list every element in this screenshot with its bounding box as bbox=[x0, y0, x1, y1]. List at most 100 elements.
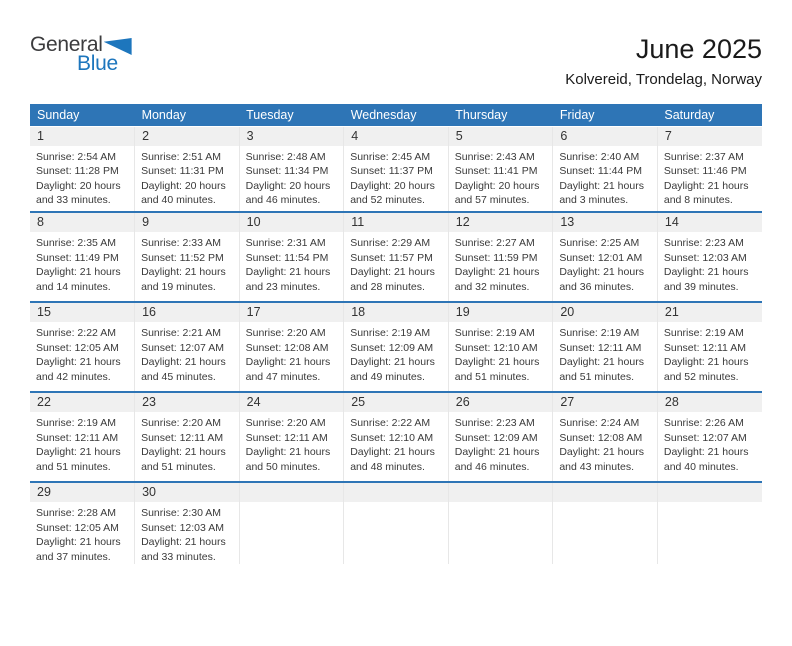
day-cell-15: 15 Sunrise: 2:22 AM Sunset: 12:05 AM Daylig… bbox=[30, 301, 135, 392]
empty-day-cell bbox=[656, 481, 762, 564]
sunset-text: Sunset: 12:05 AM bbox=[36, 521, 119, 534]
sunset-text: Sunset: 11:37 PM bbox=[350, 165, 433, 177]
weekday-header-wednesday: Wednesday bbox=[343, 104, 449, 127]
empty-day-cell bbox=[447, 481, 553, 564]
day-details: Sunrise: 2:19 AM Sunset: 12:11 AM Daylight… bbox=[30, 412, 134, 474]
empty-day-cell bbox=[238, 481, 344, 564]
day-details: Sunrise: 2:21 AM Sunset: 12:07 AM Daylight… bbox=[135, 322, 239, 384]
sunrise-text: Sunrise: 2:43 AM bbox=[454, 150, 535, 163]
day-cell-19: 19 Sunrise: 2:19 AM Sunset: 12:10 AM Daylig… bbox=[447, 301, 553, 392]
day-cell-7: 7 Sunrise: 2:37 AM Sunset: 11:46 PM Dayligh… bbox=[656, 126, 762, 212]
daylight-text: Daylight: 21 hours and 47 minutes. bbox=[245, 356, 331, 383]
daylight-text: Daylight: 21 hours and 32 minutes. bbox=[454, 266, 540, 293]
day-number: 16 bbox=[135, 303, 239, 322]
day-number: 22 bbox=[30, 393, 135, 412]
day-number: 7 bbox=[657, 126, 762, 146]
day-details: Sunrise: 2:23 AM Sunset: 12:09 AM Daylight… bbox=[449, 412, 553, 474]
sunrise-text: Sunrise: 2:23 AM bbox=[454, 417, 535, 429]
daylight-text: Daylight: 21 hours and 8 minutes. bbox=[663, 179, 749, 207]
sunset-text: Sunset: 12:05 AM bbox=[36, 341, 119, 354]
daylight-text: Daylight: 21 hours and 46 minutes. bbox=[454, 446, 540, 473]
day-number: 8 bbox=[30, 213, 135, 232]
sunrise-text: Sunrise: 2:20 AM bbox=[141, 417, 222, 429]
day-number: 27 bbox=[553, 393, 657, 412]
day-cell-12: 12 Sunrise: 2:27 AM Sunset: 11:59 PM Daylig… bbox=[447, 211, 553, 302]
day-number: 20 bbox=[553, 303, 657, 322]
day-details: Sunrise: 2:20 AM Sunset: 12:08 AM Daylight… bbox=[240, 322, 344, 384]
weekday-header-saturday: Saturday bbox=[657, 104, 762, 127]
sunrise-text: Sunrise: 2:51 AM bbox=[141, 150, 222, 163]
day-cell-4: 4 Sunrise: 2:45 AM Sunset: 11:37 PM Dayligh… bbox=[343, 126, 449, 212]
sunrise-text: Sunrise: 2:54 AM bbox=[36, 150, 116, 163]
sunrise-text: Sunrise: 2:31 AM bbox=[245, 237, 326, 249]
day-number: 17 bbox=[239, 303, 344, 322]
day-number: 19 bbox=[448, 303, 553, 322]
day-cell-8: 8 Sunrise: 2:35 AM Sunset: 11:49 PM Dayligh… bbox=[30, 211, 135, 302]
page-header: General Blue June 2025 Kolvereid, Tronde… bbox=[0, 34, 792, 104]
sunrise-text: Sunrise: 2:29 AM bbox=[350, 237, 431, 249]
sunset-text: Sunset: 11:49 PM bbox=[36, 251, 119, 264]
day-details: Sunrise: 2:22 AM Sunset: 12:05 AM Daylight… bbox=[30, 322, 134, 384]
daylight-text: Daylight: 21 hours and 3 minutes. bbox=[559, 179, 644, 207]
day-details: Sunrise: 2:20 AM Sunset: 12:11 AM Daylight… bbox=[135, 412, 239, 474]
sunset-text: Sunset: 11:31 PM bbox=[141, 165, 224, 177]
sunset-text: Sunset: 12:07 AM bbox=[141, 341, 224, 354]
day-cell-3: 3 Sunrise: 2:48 AM Sunset: 11:34 PM Dayligh… bbox=[238, 126, 344, 212]
day-details: Sunrise: 2:30 AM Sunset: 12:03 AM Daylight… bbox=[135, 502, 239, 564]
sunset-text: Sunset: 12:09 AM bbox=[350, 341, 434, 354]
sunrise-text: Sunrise: 2:24 AM bbox=[559, 417, 640, 429]
weekday-header-sunday: Sunday bbox=[30, 104, 135, 127]
sunrise-text: Sunrise: 2:19 AM bbox=[36, 417, 116, 429]
sunset-text: Sunset: 12:11 AM bbox=[36, 431, 119, 444]
day-details: Sunrise: 2:26 AM Sunset: 12:07 AM Daylight… bbox=[658, 412, 762, 474]
day-details: Sunrise: 2:19 AM Sunset: 12:09 AM Daylight… bbox=[344, 322, 448, 384]
sunset-text: Sunset: 12:03 AM bbox=[141, 521, 224, 534]
sunrise-text: Sunrise: 2:45 AM bbox=[350, 150, 431, 163]
sunrise-text: Sunrise: 2:22 AM bbox=[350, 417, 431, 429]
sunrise-text: Sunrise: 2:48 AM bbox=[245, 150, 326, 163]
day-number bbox=[553, 483, 657, 502]
day-details: Sunrise: 2:33 AM Sunset: 11:52 PM Daylight… bbox=[135, 232, 239, 294]
sunset-text: Sunset: 12:08 AM bbox=[559, 431, 643, 444]
day-details: Sunrise: 2:28 AM Sunset: 12:05 AM Daylight… bbox=[30, 502, 134, 564]
daylight-text: Daylight: 21 hours and 45 minutes. bbox=[141, 356, 226, 383]
day-number: 29 bbox=[30, 483, 135, 502]
sunset-text: Sunset: 12:01 AM bbox=[559, 251, 643, 264]
sunset-text: Sunset: 12:03 AM bbox=[663, 251, 747, 264]
day-cell-11: 11 Sunrise: 2:29 AM Sunset: 11:57 PM Daylig… bbox=[343, 211, 449, 302]
day-cell-2: 2 Sunrise: 2:51 AM Sunset: 11:31 PM Dayligh… bbox=[134, 126, 240, 212]
sunrise-text: Sunrise: 2:40 AM bbox=[559, 150, 640, 163]
sunrise-text: Sunrise: 2:22 AM bbox=[36, 327, 116, 339]
empty-day-cell bbox=[343, 481, 449, 564]
day-details: Sunrise: 2:19 AM Sunset: 12:11 AM Daylight… bbox=[553, 322, 657, 384]
day-cell-23: 23 Sunrise: 2:20 AM Sunset: 12:11 AM Daylig… bbox=[134, 391, 240, 482]
sunrise-text: Sunrise: 2:37 AM bbox=[663, 150, 744, 163]
day-number: 2 bbox=[135, 126, 239, 146]
day-cell-6: 6 Sunrise: 2:40 AM Sunset: 11:44 PM Dayligh… bbox=[552, 126, 658, 212]
daylight-text: Daylight: 20 hours and 40 minutes. bbox=[141, 179, 226, 207]
daylight-text: Daylight: 20 hours and 33 minutes. bbox=[36, 179, 121, 207]
day-number: 21 bbox=[657, 303, 762, 322]
day-number bbox=[239, 483, 344, 502]
calendar-table: Sunday Monday Tuesday Wednesday Thursday Frid… bbox=[30, 104, 762, 564]
day-cell-26: 26 Sunrise: 2:23 AM Sunset: 12:09 AM Daylig… bbox=[447, 391, 553, 482]
day-details: Sunrise: 2:31 AM Sunset: 11:54 PM Daylight… bbox=[240, 232, 344, 294]
sunrise-text: Sunrise: 2:28 AM bbox=[36, 507, 116, 519]
day-number: 26 bbox=[448, 393, 553, 412]
day-details: Sunrise: 2:29 AM Sunset: 11:57 PM Daylight… bbox=[344, 232, 448, 294]
empty-day-cell bbox=[552, 481, 658, 564]
sunrise-text: Sunrise: 2:21 AM bbox=[141, 327, 222, 339]
sunset-text: Sunset: 12:09 AM bbox=[454, 431, 538, 444]
day-number: 14 bbox=[657, 213, 762, 232]
sunrise-text: Sunrise: 2:19 AM bbox=[454, 327, 535, 339]
day-details: Sunrise: 2:22 AM Sunset: 12:10 AM Daylight… bbox=[344, 412, 448, 474]
daylight-text: Daylight: 21 hours and 40 minutes. bbox=[663, 446, 749, 473]
day-details: Sunrise: 2:27 AM Sunset: 11:59 PM Daylight… bbox=[449, 232, 553, 294]
day-cell-18: 18 Sunrise: 2:19 AM Sunset: 12:09 AM Daylig… bbox=[343, 301, 449, 392]
day-number: 11 bbox=[344, 213, 448, 232]
day-details: Sunrise: 2:40 AM Sunset: 11:44 PM Daylight… bbox=[553, 146, 657, 208]
day-cell-29: 29 Sunrise: 2:28 AM Sunset: 12:05 AM Daylig… bbox=[30, 481, 135, 564]
sunset-text: Sunset: 12:11 AM bbox=[245, 431, 328, 444]
sunset-text: Sunset: 12:11 AM bbox=[141, 431, 224, 444]
daylight-text: Daylight: 21 hours and 48 minutes. bbox=[350, 446, 435, 473]
